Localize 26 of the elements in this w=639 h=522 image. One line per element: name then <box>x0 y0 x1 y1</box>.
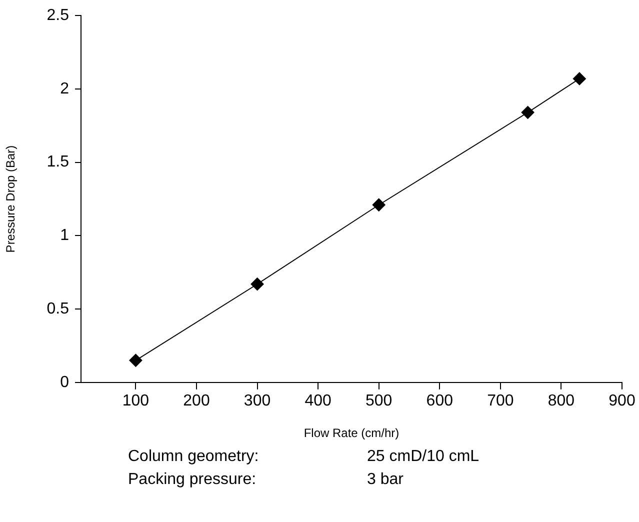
point <box>250 278 264 291</box>
x-tick-label: 700 <box>487 392 514 410</box>
x-tick-label: 900 <box>608 392 636 410</box>
y-tick-label: 1.5 <box>46 154 70 171</box>
x-tick-label: 300 <box>244 392 271 410</box>
y-tick-label: 2.5 <box>46 7 70 24</box>
x-tick-label: 800 <box>548 392 575 410</box>
point <box>372 198 386 212</box>
y-tick-label: 0.5 <box>46 300 70 318</box>
y-axis-title: Pressure Drop (Bar) <box>4 145 18 253</box>
point <box>521 106 534 119</box>
x-tick-label: 100 <box>122 392 150 410</box>
point <box>129 354 142 367</box>
y-tick-label: 2 <box>60 80 70 98</box>
x-tick-label: 400 <box>304 392 332 410</box>
text: Column geometry: <box>128 447 260 467</box>
x-tick-label: 600 <box>426 392 454 410</box>
text: Packing pressure: <box>128 470 258 490</box>
x-tick-label: 500 <box>366 392 392 410</box>
y-tick-label: 0 <box>60 374 70 391</box>
text: 3 bar <box>367 470 404 490</box>
x-axis-title: Flow Rate (cm/hr) <box>304 426 400 440</box>
text: 25 cmD/10 cmL <box>367 447 480 467</box>
point <box>572 72 586 86</box>
y-tick-label: 1 <box>60 227 70 244</box>
x-tick-label: 200 <box>183 392 210 410</box>
